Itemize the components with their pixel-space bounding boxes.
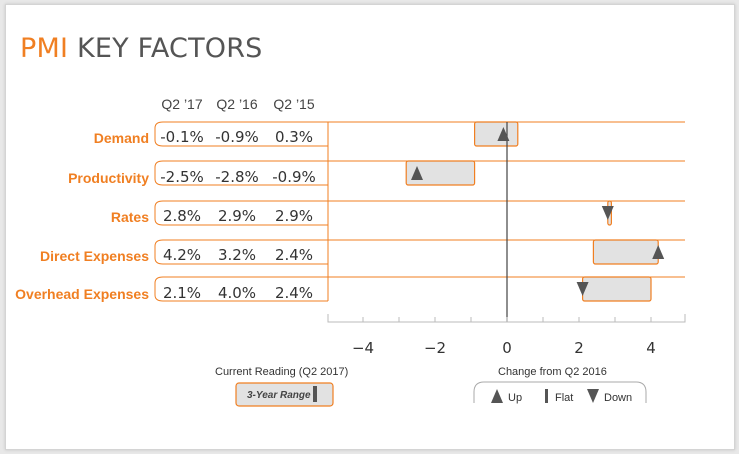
column-header-q2-17: Q2 ’17	[161, 96, 203, 112]
legend-down-label: Down	[604, 392, 632, 404]
row-value: 0.3%	[274, 128, 314, 146]
row-value: -2.8%	[215, 168, 259, 186]
row-bracket	[154, 121, 328, 147]
current-marker	[576, 282, 589, 296]
row-value: 2.4%	[274, 246, 314, 264]
row-label-direct-expenses: Direct Expenses	[40, 248, 149, 264]
legend-change-caption: Change from Q2 2016	[498, 366, 607, 378]
x-tick-label: −2	[424, 339, 446, 357]
column-header-q2-16: Q2 ’16	[216, 96, 258, 112]
current-marker	[411, 166, 423, 180]
legend-up-label: Up	[508, 392, 522, 404]
row-value: -0.1%	[160, 128, 204, 146]
legend-current-reading-caption: Current Reading (Q2 2017)	[215, 366, 349, 378]
x-tick-label: 0	[502, 339, 512, 357]
range-bar	[592, 239, 659, 265]
row-value: 2.8%	[162, 207, 202, 225]
row-value: -0.9%	[272, 168, 316, 186]
legend-flat-icon	[545, 389, 548, 403]
x-tick-label: 4	[646, 339, 656, 357]
legend-up-icon	[491, 389, 503, 403]
legend-range-label: 3-Year Range	[247, 390, 311, 401]
legend-change-box	[473, 381, 647, 403]
x-tick-label: −4	[352, 339, 374, 357]
title-rest: KEY FACTORS	[76, 33, 263, 64]
row-value: 4.2%	[162, 246, 202, 264]
legend-range-swatch	[235, 382, 334, 407]
row-label-productivity: Productivity	[68, 170, 149, 186]
column-header-q2-15: Q2 ’15	[273, 96, 315, 112]
range-bar	[581, 276, 652, 302]
row-label-demand: Demand	[93, 130, 149, 146]
row-bracket	[154, 276, 328, 302]
row-label-overhead-expenses: Overhead Expenses	[15, 286, 149, 302]
row-bracket	[154, 160, 328, 186]
row-bracket	[154, 200, 328, 226]
range-bar	[405, 160, 476, 186]
current-marker	[601, 206, 614, 220]
current-marker	[652, 245, 665, 259]
chart-card	[5, 4, 735, 450]
row-label-rates: Rates	[110, 209, 149, 225]
x-tick-label: 2	[574, 339, 584, 357]
row-value: 2.9%	[217, 207, 257, 225]
legend-flat-label: Flat	[555, 392, 573, 404]
range-bar	[474, 121, 519, 147]
row-value: -0.9%	[215, 128, 259, 146]
legend-flat-marker	[313, 386, 317, 402]
chart-title: PMI KEY FACTORS	[20, 33, 263, 64]
current-marker	[497, 127, 510, 141]
row-value: 4.0%	[217, 284, 257, 302]
row-value: 3.2%	[217, 246, 257, 264]
row-value: -2.5%	[160, 168, 204, 186]
row-bracket	[154, 239, 328, 265]
row-value: 2.9%	[274, 207, 314, 225]
row-value: 2.1%	[162, 284, 202, 302]
row-value: 2.4%	[274, 284, 314, 302]
title-accent: PMI	[20, 33, 69, 64]
legend-down-icon	[587, 389, 599, 403]
